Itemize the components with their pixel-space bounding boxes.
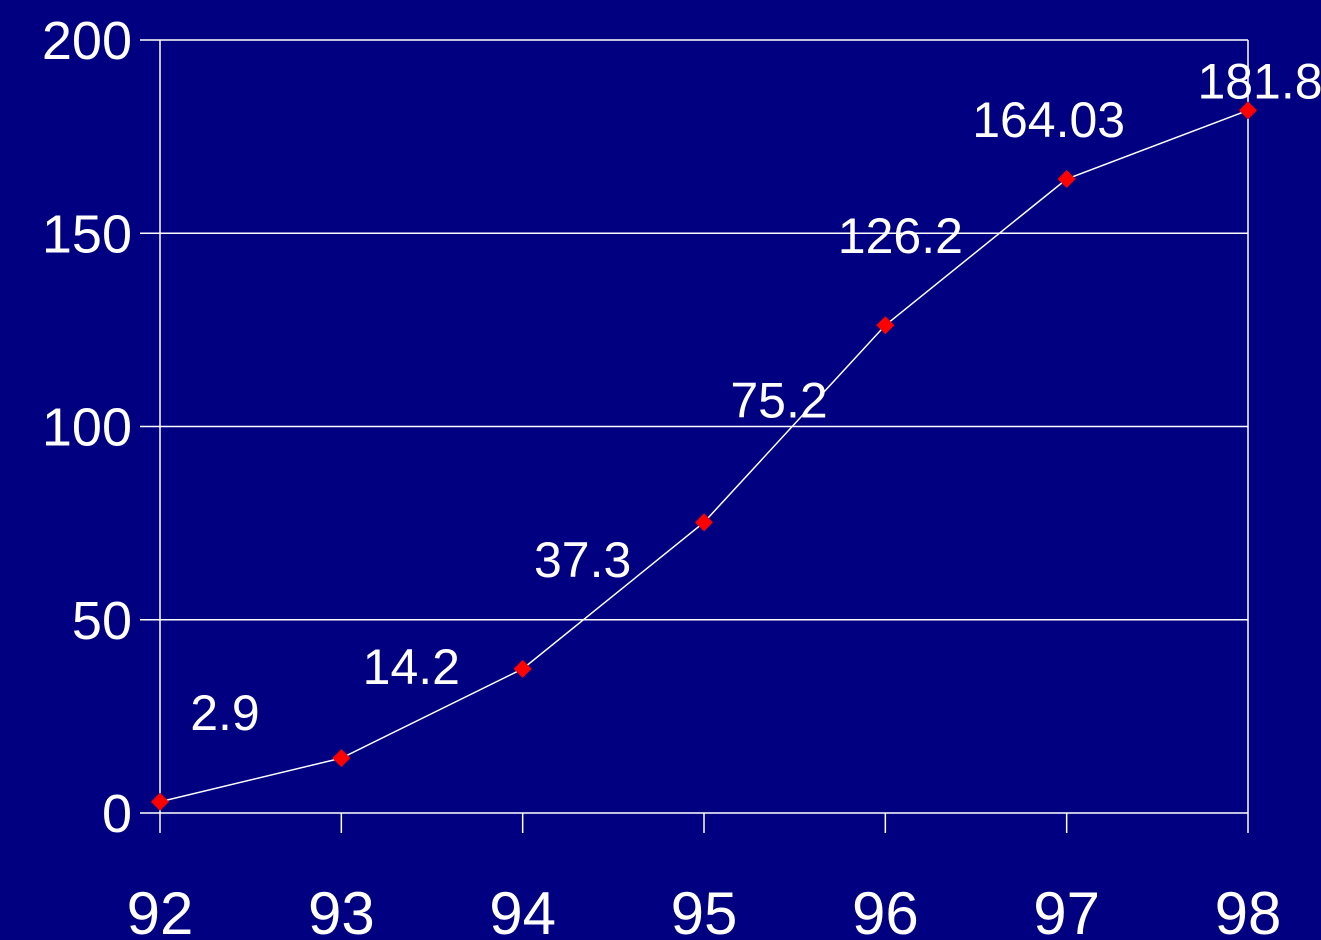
x-tick-label: 92 xyxy=(127,880,194,940)
data-point-marker xyxy=(151,792,169,811)
data-label: 75.2 xyxy=(730,372,827,428)
x-tick-label: 93 xyxy=(308,880,375,940)
x-tick-label: 95 xyxy=(671,880,738,940)
y-tick-label: 150 xyxy=(42,204,132,264)
series-line xyxy=(159,109,1249,803)
y-tick-label: 50 xyxy=(72,591,132,651)
data-point-marker xyxy=(513,659,532,678)
y-tick-labels: 0 50 100 150 200 xyxy=(42,11,132,844)
data-label: 2.9 xyxy=(190,685,260,741)
axes xyxy=(140,39,1249,833)
data-label: 181.8 xyxy=(1197,53,1321,109)
data-label: 14.2 xyxy=(363,639,460,695)
y-tick-label: 200 xyxy=(42,11,132,71)
grid-lines xyxy=(160,39,1248,621)
data-markers xyxy=(151,101,1257,811)
x-tick-label: 96 xyxy=(852,880,919,940)
data-point-marker xyxy=(1239,101,1257,120)
data-label: 37.3 xyxy=(534,532,631,588)
data-point-marker xyxy=(332,749,351,768)
x-tick-label: 98 xyxy=(1215,880,1282,940)
data-point-marker xyxy=(695,513,713,532)
x-tick-labels: 92 93 94 95 96 97 98 xyxy=(127,880,1282,940)
x-tick-label: 94 xyxy=(489,880,556,940)
data-label: 126.2 xyxy=(838,208,963,264)
x-tick-label: 97 xyxy=(1033,880,1100,940)
data-labels: 2.9 14.2 37.3 75.2 126.2 164.03 181.8 xyxy=(190,53,1321,740)
y-tick-label: 0 xyxy=(102,784,132,844)
data-point-marker xyxy=(1057,170,1076,189)
data-point-marker xyxy=(876,316,895,335)
series-line-group xyxy=(159,109,1249,803)
data-label: 164.03 xyxy=(972,92,1125,148)
y-tick-label: 100 xyxy=(42,398,132,458)
